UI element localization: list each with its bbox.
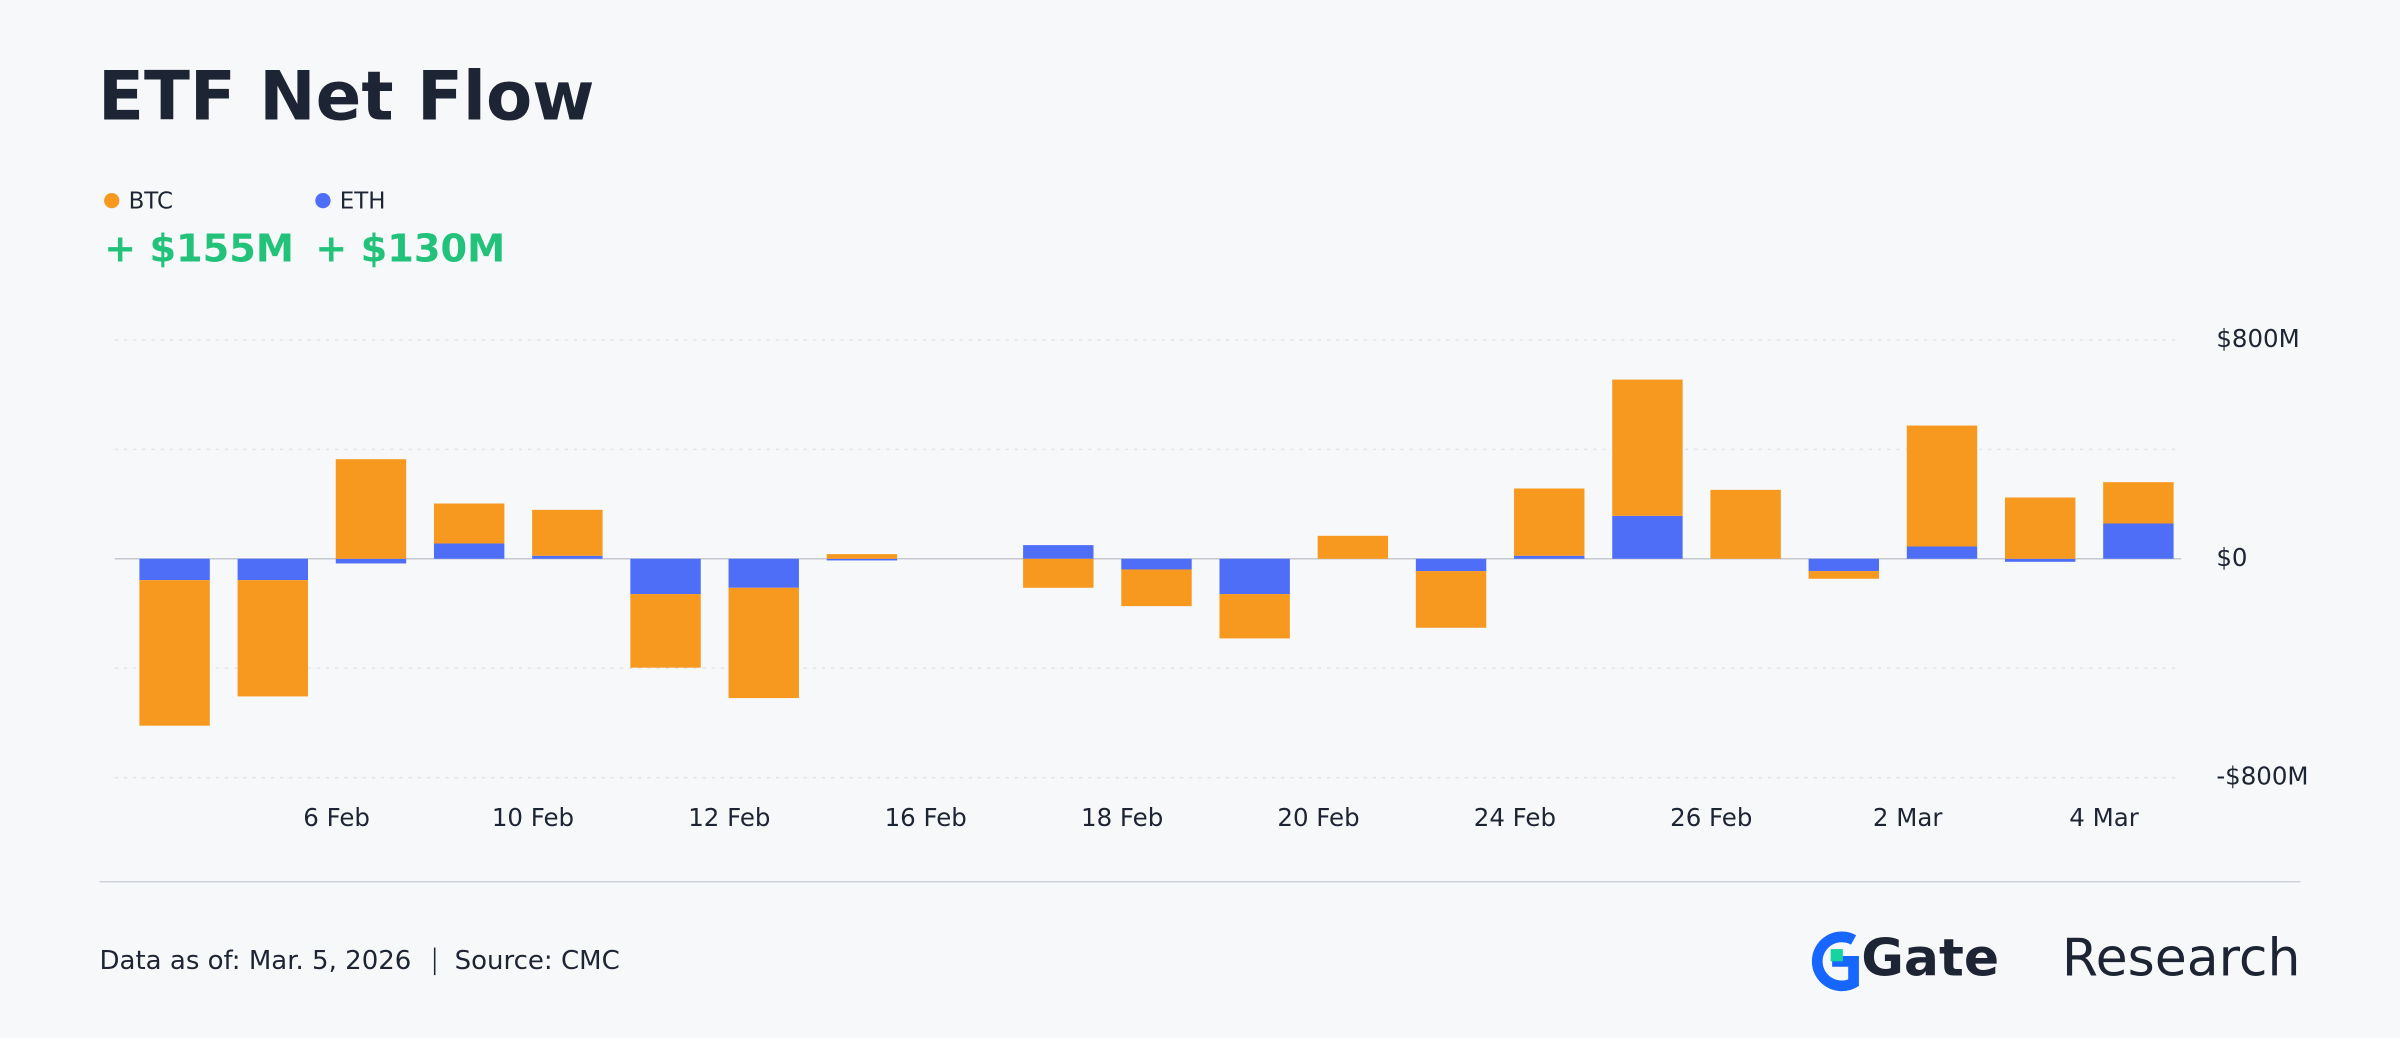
legend-swatch bbox=[315, 192, 331, 209]
bar-segment bbox=[1219, 594, 1290, 639]
x-tick-label: 20 Feb bbox=[1277, 803, 1359, 832]
legend-total: + $155M bbox=[104, 227, 294, 272]
y-tick-label: $800M bbox=[2216, 324, 2299, 353]
bar-segment bbox=[1808, 571, 1880, 579]
logo-icon bbox=[1811, 931, 1859, 992]
legend-label: BTC bbox=[129, 189, 173, 215]
bar-segment bbox=[630, 594, 701, 668]
bar-segment bbox=[1906, 546, 1978, 559]
bar-segment bbox=[1219, 558, 1290, 595]
bar-segment bbox=[1415, 571, 1487, 628]
bar-segment bbox=[1612, 379, 1683, 516]
x-tick-label: 16 Feb bbox=[885, 803, 967, 832]
bar-segment bbox=[237, 580, 308, 697]
x-tick-label: 12 Feb bbox=[688, 803, 770, 832]
bar-segment bbox=[1317, 535, 1389, 559]
x-tick-label: 26 Feb bbox=[1670, 803, 1752, 832]
bar-segment bbox=[1121, 558, 1192, 570]
bar-segment bbox=[2103, 523, 2174, 559]
bar-segment bbox=[1710, 489, 1781, 559]
bar-segment bbox=[826, 554, 898, 559]
bar-segment bbox=[630, 558, 701, 595]
bar-segment bbox=[139, 558, 210, 581]
bar-segment bbox=[1023, 545, 1094, 559]
y-tick-label: -$800M bbox=[2216, 762, 2308, 791]
x-tick-label: 10 Feb bbox=[492, 803, 574, 832]
legend-total: + $130M bbox=[315, 227, 505, 272]
bar-segment bbox=[433, 543, 505, 559]
x-tick-label: 6 Feb bbox=[303, 803, 370, 832]
bar-segment bbox=[1612, 515, 1683, 559]
bar-segment bbox=[139, 580, 210, 726]
x-tick-label: 18 Feb bbox=[1081, 803, 1163, 832]
y-tick-label: $0 bbox=[2216, 543, 2247, 572]
bar-segment bbox=[1121, 569, 1192, 607]
bar-segment bbox=[1906, 425, 1978, 547]
bar-segment bbox=[532, 509, 603, 556]
bar-segment bbox=[335, 459, 407, 559]
logo-suffix: Research bbox=[2062, 928, 2301, 988]
bar-segment bbox=[1808, 558, 1880, 572]
bar-segment bbox=[2004, 558, 2076, 562]
bar-segment bbox=[532, 555, 603, 559]
bar-segment bbox=[1514, 488, 1585, 556]
x-tick-label: 2 Mar bbox=[1873, 803, 1943, 832]
footer-date: Data as of: Mar. 5, 2026 bbox=[99, 946, 411, 976]
bar-segment bbox=[2004, 497, 2076, 559]
bar-segment bbox=[433, 503, 505, 544]
bar-segment bbox=[335, 558, 407, 564]
bar-segment bbox=[728, 558, 799, 588]
chart-title: ETF Net Flow bbox=[98, 57, 595, 136]
bar-segment bbox=[1415, 558, 1487, 572]
bar-segment bbox=[1023, 558, 1094, 588]
bar-segment bbox=[826, 558, 898, 561]
bar-segment bbox=[728, 587, 799, 699]
bar-segment bbox=[2103, 482, 2174, 524]
x-tick-label: 24 Feb bbox=[1474, 803, 1556, 832]
x-tick-label: 4 Mar bbox=[2069, 803, 2139, 832]
logo-name: Gate bbox=[1861, 928, 1999, 988]
legend-label: ETH bbox=[340, 189, 386, 215]
bar-segment bbox=[237, 558, 308, 581]
footer-source: Source: CMC bbox=[455, 946, 620, 976]
bar-segment bbox=[1514, 555, 1585, 559]
legend-swatch bbox=[104, 192, 120, 209]
